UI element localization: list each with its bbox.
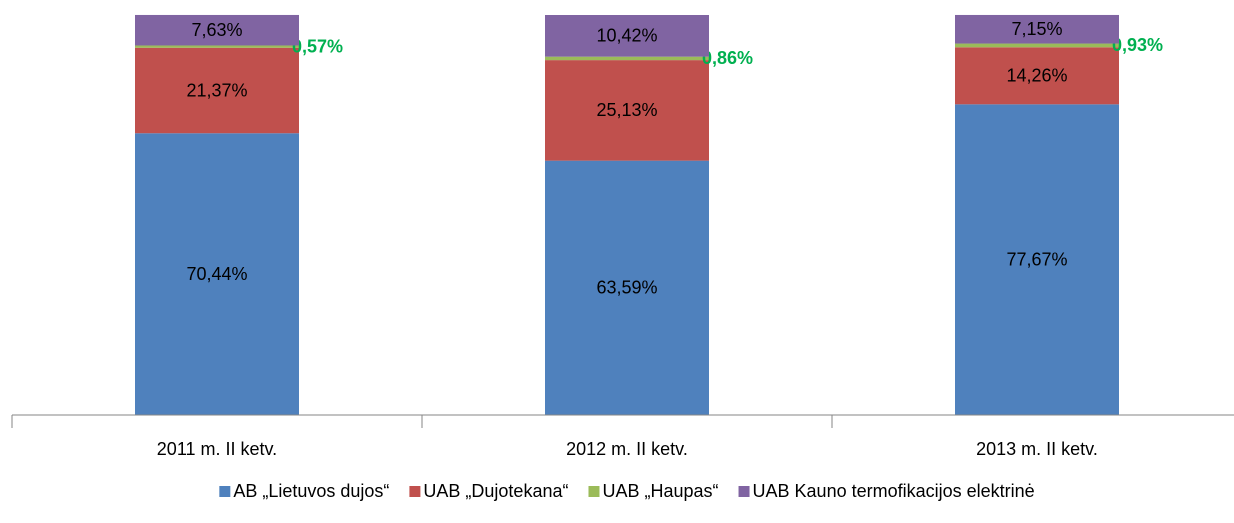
x-tick-label: 2011 m. II ketv. xyxy=(157,439,277,459)
bar-segment xyxy=(545,160,709,415)
legend-label: UAB „Dujotekana“ xyxy=(423,481,568,501)
bar-segment xyxy=(545,56,709,61)
data-label: 70,44% xyxy=(186,264,247,284)
bar-segment xyxy=(135,14,299,46)
legend-label: UAB Kauno termofikacijos elektrinė xyxy=(753,481,1035,501)
bar-segment xyxy=(545,60,709,161)
legend-swatch xyxy=(588,486,600,497)
bar-segment xyxy=(955,14,1119,44)
legend-label: UAB „Haupas“ xyxy=(602,481,718,501)
x-tick-label: 2012 m. II ketv. xyxy=(566,439,688,459)
data-label: 0,86% xyxy=(702,48,753,68)
data-label: 7,63% xyxy=(191,20,242,40)
data-label: 21,37% xyxy=(186,80,247,100)
legend-swatch xyxy=(219,486,231,497)
data-label: 25,13% xyxy=(596,100,657,120)
bar-segment xyxy=(135,133,299,416)
data-label: 14,26% xyxy=(1006,66,1067,86)
legend-swatch xyxy=(409,486,421,497)
data-label: 77,67% xyxy=(1006,249,1067,269)
bar-segment xyxy=(135,45,299,48)
bar-segment xyxy=(545,15,709,57)
bar-segment xyxy=(955,47,1119,105)
bar-segment xyxy=(955,104,1119,415)
x-tick-label: 2013 m. II ketv. xyxy=(976,439,1098,459)
legend-label: AB „Lietuvos dujos“ xyxy=(233,481,389,501)
bar-segment xyxy=(955,43,1119,48)
data-label: 7,15% xyxy=(1011,19,1062,39)
data-label: 63,59% xyxy=(596,278,657,298)
data-label: 0,93% xyxy=(1112,35,1163,55)
legend-swatch xyxy=(738,486,750,497)
bar-segment xyxy=(135,47,299,134)
data-label: 10,42% xyxy=(596,26,657,46)
data-label: 0,57% xyxy=(292,36,343,56)
